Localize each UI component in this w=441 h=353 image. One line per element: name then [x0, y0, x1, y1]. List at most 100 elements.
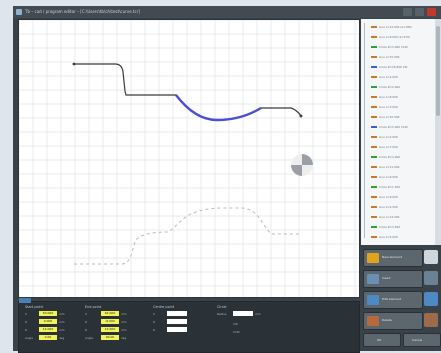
element-tree[interactable]: Line L=12.000 (a=180) Line L=6.000 (a=270…: [361, 19, 441, 245]
segment-icon: [371, 236, 377, 238]
new-element-button[interactable]: New element: [363, 249, 423, 267]
delete-icon: [367, 316, 379, 326]
tree-item[interactable]: Circle R=5.000 CCW: [371, 125, 408, 131]
tree-item-label: Line L=8.000: [379, 95, 398, 99]
segment-icon: [371, 216, 377, 218]
centre-x-field[interactable]: [167, 311, 187, 316]
tree-item[interactable]: Line L=4.000: [371, 75, 398, 81]
segment-icon: [371, 96, 377, 98]
settings-icon[interactable]: [424, 313, 438, 327]
tree-item-label: Line L=11.000: [379, 165, 400, 169]
tree-item[interactable]: Circle R=3.500: [371, 225, 400, 231]
tree-item[interactable]: Line L=6.500: [371, 175, 398, 181]
segment-icon: [371, 66, 377, 68]
drawing-canvas[interactable]: [18, 19, 360, 298]
cw-radio[interactable]: CW: [233, 322, 238, 326]
end-z-field[interactable]: -6.000: [101, 319, 119, 324]
start-angle-field[interactable]: 0.00: [39, 335, 57, 340]
cancel-button[interactable]: Cancel: [403, 333, 441, 347]
measure-icon[interactable]: [424, 292, 438, 306]
end-point-group-title: End point: [85, 305, 102, 309]
segment-icon: [371, 166, 377, 168]
segment-icon: [371, 186, 377, 188]
segment-icon: [371, 106, 377, 108]
start-z-field[interactable]: 0.000: [39, 319, 57, 324]
tree-item[interactable]: Circle R=2.000: [371, 85, 400, 91]
start-d-field[interactable]: 12.000: [39, 327, 57, 332]
end-x-field[interactable]: 62.000: [101, 311, 119, 316]
ok-button[interactable]: OK: [363, 333, 401, 347]
contour-drawing: [19, 20, 359, 297]
tree-item-label: Line L=2.500: [379, 205, 398, 209]
title-bar: Tb – cad / program editor – [C:\Users\tb…: [13, 6, 441, 18]
tree-item[interactable]: Line L=3.000: [371, 105, 398, 111]
app-icon: [16, 9, 22, 15]
tree-item-label: Line L=5.000: [379, 235, 398, 239]
tree-item-label: Circle R=18.500 CW: [379, 65, 408, 69]
tree-item[interactable]: Circle R=3.000 CCW: [371, 45, 408, 51]
segment-icon: [371, 46, 377, 48]
properties-panel: Start point X 50.000 mm Z 0.000 mm D 12.…: [18, 298, 360, 353]
tree-item[interactable]: Line L=14.000: [371, 215, 399, 221]
start-x-field[interactable]: 50.000: [39, 311, 57, 316]
tree-item[interactable]: Line L=2.000: [371, 135, 398, 141]
delete-button[interactable]: Delete: [363, 312, 423, 330]
tree-item[interactable]: Line L=6.000 (a=270): [371, 35, 410, 41]
segment-icon: [371, 36, 377, 38]
tree-item[interactable]: Line L=2.500: [371, 205, 398, 211]
contour-path[interactable]: [74, 63, 302, 121]
radius-field[interactable]: [233, 311, 253, 316]
segment-icon: [371, 136, 377, 138]
tree-item[interactable]: Line L=11.000: [371, 165, 399, 171]
tree-item[interactable]: Circle R=4.000: [371, 155, 400, 161]
tree-item[interactable]: Line L=10.500: [371, 115, 399, 121]
end-d-field[interactable]: 12.000: [101, 327, 119, 332]
segment-icon: [371, 86, 377, 88]
insert-button[interactable]: Insert: [363, 270, 423, 288]
document-icon[interactable]: [424, 250, 438, 264]
segment-icon: [371, 126, 377, 128]
tree-item-label: Circle R=3.000 CCW: [379, 45, 408, 49]
end-angle-field[interactable]: 90.00: [101, 335, 119, 340]
tree-item[interactable]: Line L=12.000 (a=180): [371, 25, 412, 31]
start-point[interactable]: [72, 62, 76, 66]
end-point[interactable]: [299, 114, 303, 118]
segment-icon: [371, 76, 377, 78]
centre-z-field[interactable]: [167, 319, 187, 324]
ccw-radio[interactable]: CCW: [233, 330, 240, 334]
tree-scrollbar[interactable]: [435, 19, 441, 245]
centre-point-group-title: Centre point: [153, 305, 175, 309]
minimize-button[interactable]: [403, 8, 412, 16]
tree-connector: [364, 23, 365, 238]
maximize-button[interactable]: [415, 8, 424, 16]
tree-item-label: Line L=7.000: [379, 145, 398, 149]
tree-item-label: Circle R=4.000: [379, 155, 401, 159]
tree-item-label: Circle R=2.000: [379, 85, 401, 89]
tree-item[interactable]: Line L=15.000: [371, 55, 399, 61]
grid: [19, 20, 359, 297]
rotate-icon[interactable]: [424, 271, 438, 285]
tree-item-label: Line L=14.000: [379, 215, 400, 219]
circle-group-title: Circle: [217, 305, 227, 309]
selected-arc[interactable]: [175, 94, 262, 122]
tree-item-label: Circle R=3.500: [379, 225, 401, 229]
tree-scrollbar-thumb[interactable]: [436, 26, 440, 116]
edit-element-button[interactable]: Edit element: [363, 291, 423, 309]
centre-r-field[interactable]: [167, 327, 187, 332]
offset-contour: [74, 207, 301, 265]
tree-item-label: Line L=4.000: [379, 75, 398, 79]
pen-icon: [367, 295, 379, 305]
tree-item[interactable]: Line L=5.000: [371, 235, 398, 241]
tree-item[interactable]: Line L=9.000: [371, 195, 398, 201]
tree-item[interactable]: Line L=8.000: [371, 95, 398, 101]
tree-item[interactable]: Line L=7.000: [371, 145, 398, 151]
insert-icon: [367, 274, 379, 284]
tree-item[interactable]: Circle R=18.500 CW: [371, 65, 407, 71]
close-button[interactable]: [427, 8, 436, 16]
segment-icon: [371, 156, 377, 158]
segment-icon: [371, 146, 377, 148]
properties-tab[interactable]: [19, 298, 31, 303]
segment-icon: [371, 176, 377, 178]
tree-item[interactable]: Circle R=1.500: [371, 185, 400, 191]
tree-item-label: Line L=12.000 (a=180): [379, 25, 412, 29]
